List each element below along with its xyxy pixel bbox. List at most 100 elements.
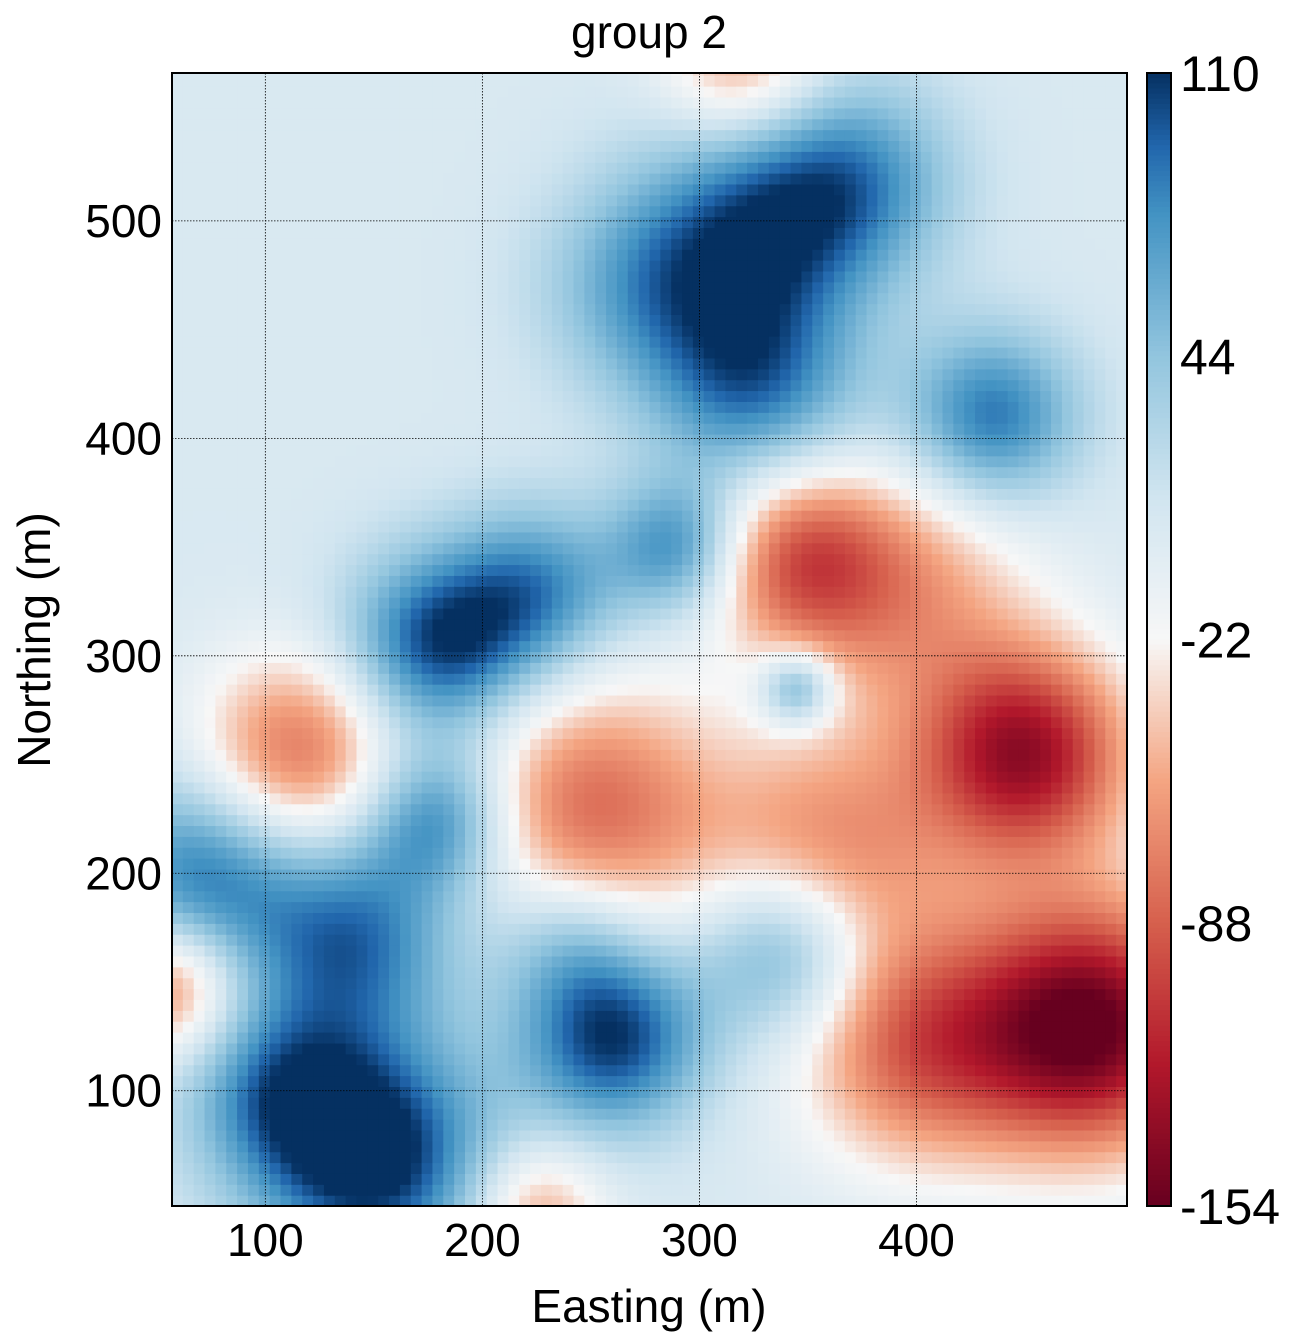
heatmap-cell <box>551 727 564 740</box>
heatmap-cell <box>638 325 651 337</box>
heatmap-cell <box>530 781 542 794</box>
heatmap-cell <box>399 923 412 935</box>
heatmap-cell <box>291 705 303 718</box>
heatmap-cell <box>616 347 629 359</box>
heatmap-cell <box>465 542 477 555</box>
heatmap-cell <box>345 151 358 163</box>
heatmap-cell <box>313 1097 325 1109</box>
heatmap-cell <box>454 542 466 555</box>
heatmap-cell <box>410 901 423 914</box>
heatmap-cell <box>258 618 271 631</box>
heatmap-cell <box>508 357 520 370</box>
heatmap-cell <box>302 1086 314 1098</box>
heatmap-cell <box>508 1108 520 1120</box>
heatmap-cell <box>606 934 618 946</box>
heatmap-cell <box>606 1184 618 1196</box>
heatmap-cell <box>475 379 488 392</box>
heatmap-cell <box>519 86 531 98</box>
heatmap-cell <box>519 662 531 674</box>
heatmap-cell <box>345 73 358 76</box>
heatmap-cell <box>280 314 292 326</box>
heatmap-cell <box>551 140 564 152</box>
heatmap-cell <box>540 227 553 239</box>
heatmap-cell <box>172 444 184 457</box>
heatmap-cell <box>540 662 553 674</box>
heatmap-cell <box>258 249 271 261</box>
heatmap-cell <box>226 531 238 544</box>
heatmap-cell <box>638 281 651 294</box>
heatmap-cell <box>616 1010 629 1022</box>
heatmap-cell <box>421 183 434 196</box>
heatmap-cell <box>638 423 651 435</box>
heatmap-cell <box>193 173 206 185</box>
heatmap-cell <box>215 1173 227 1185</box>
heatmap-cell <box>247 912 260 924</box>
heatmap-cell <box>616 151 629 163</box>
heatmap-cell <box>443 173 455 185</box>
heatmap-cell <box>291 488 303 500</box>
heatmap-cell <box>584 249 596 261</box>
heatmap-cell <box>172 1184 184 1196</box>
heatmap-cell <box>595 749 607 761</box>
heatmap-cell <box>562 270 575 283</box>
heatmap-cell <box>367 553 379 566</box>
heatmap-cell <box>421 510 434 522</box>
heatmap-cell <box>540 390 553 402</box>
heatmap-cell <box>247 564 260 576</box>
heatmap-cell <box>649 260 661 272</box>
heatmap-cell <box>540 553 553 566</box>
heatmap-cell <box>182 1140 195 1153</box>
heatmap-cell <box>345 749 358 761</box>
heatmap-cell <box>182 716 195 729</box>
heatmap-cell <box>465 988 477 1000</box>
heatmap-cell <box>226 162 238 174</box>
heatmap-cell <box>443 836 455 848</box>
heatmap-cell <box>399 238 412 250</box>
heatmap-cell <box>454 673 466 685</box>
heatmap-cell <box>551 412 564 424</box>
heatmap-cell <box>638 96 651 109</box>
heatmap-cell <box>204 1064 217 1077</box>
heatmap-cell <box>378 314 390 326</box>
heatmap-cell <box>421 1129 434 1142</box>
heatmap-cell <box>432 618 444 631</box>
heatmap-cell <box>465 1140 477 1153</box>
heatmap-cell <box>573 716 585 729</box>
heatmap-cell <box>302 151 314 163</box>
heatmap-cell <box>269 107 282 120</box>
heatmap-cell <box>454 347 466 359</box>
heatmap-cell <box>562 966 575 979</box>
heatmap-cell <box>443 607 455 620</box>
heatmap-cell <box>204 1151 217 1164</box>
heatmap-cell <box>562 433 575 446</box>
heatmap-cell <box>573 999 585 1011</box>
heatmap-cell <box>551 499 564 511</box>
heatmap-cell <box>215 216 227 228</box>
heatmap-cell <box>258 760 271 772</box>
heatmap-cell <box>421 303 434 315</box>
heatmap-cell <box>540 716 553 729</box>
heatmap-cell <box>204 662 217 674</box>
heatmap-cell <box>562 227 575 239</box>
heatmap-cell <box>247 173 260 185</box>
heatmap-cell <box>454 705 466 718</box>
heatmap-cell <box>638 412 651 424</box>
heatmap-cell <box>378 629 390 642</box>
heatmap-cell <box>356 955 368 968</box>
heatmap-cell <box>454 129 466 142</box>
heatmap-cell <box>443 357 455 370</box>
heatmap-cell <box>237 96 249 109</box>
heatmap-cell <box>258 1140 271 1153</box>
heatmap-cell <box>313 1042 325 1055</box>
heatmap-cell <box>269 966 282 979</box>
heatmap-cell <box>193 455 206 468</box>
heatmap-cell <box>334 945 347 957</box>
heatmap-cell <box>595 96 607 109</box>
heatmap-cell <box>649 173 661 185</box>
heatmap-cell <box>486 520 499 533</box>
heatmap-cell <box>475 1032 488 1044</box>
heatmap-cell <box>356 118 368 131</box>
heatmap-cell <box>508 651 520 663</box>
heatmap-cell <box>627 433 640 446</box>
heatmap-cell <box>269 466 282 479</box>
